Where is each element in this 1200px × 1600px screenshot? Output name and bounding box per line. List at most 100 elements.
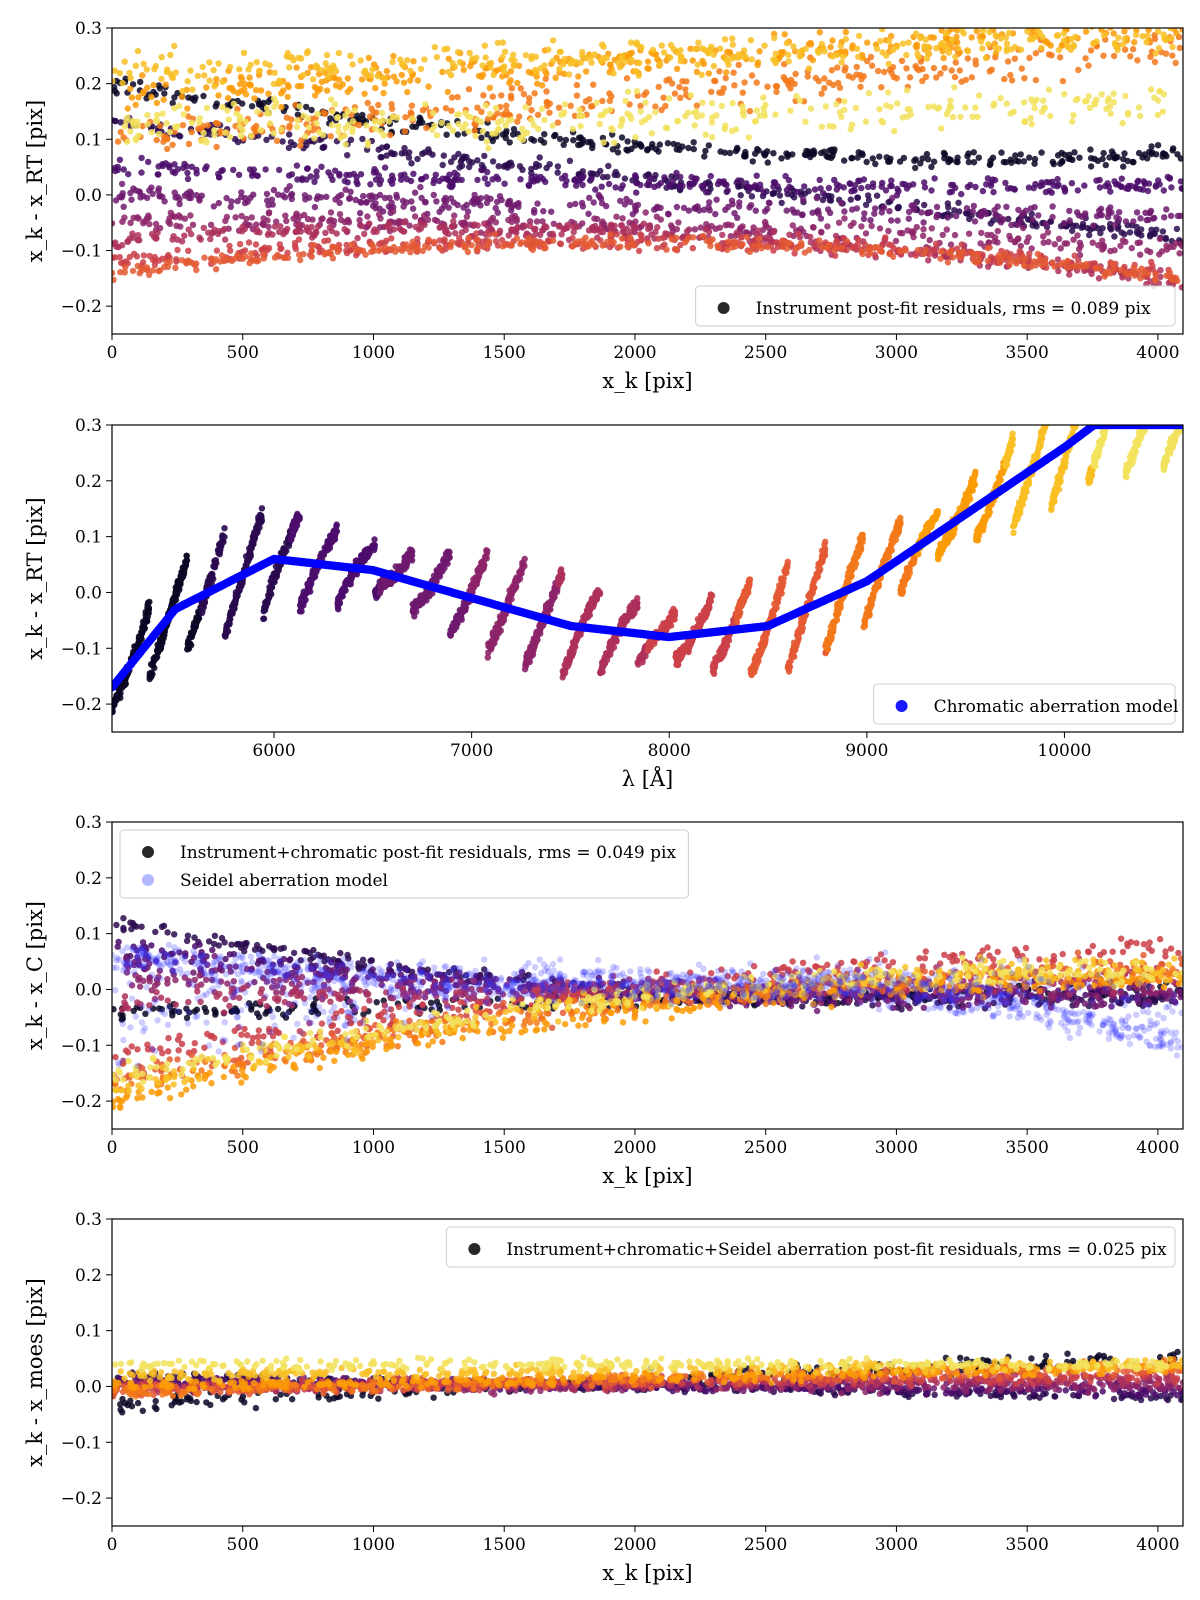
data-point	[507, 92, 515, 99]
data-point	[839, 53, 847, 60]
data-point	[645, 65, 652, 72]
data-point	[478, 134, 485, 141]
data-point	[821, 75, 828, 82]
data-point	[979, 45, 986, 52]
data-point	[562, 136, 570, 144]
data-point	[772, 111, 779, 118]
data-point	[579, 203, 587, 210]
data-point	[952, 53, 959, 61]
data-point	[621, 175, 629, 182]
data-point	[508, 218, 515, 226]
data-point	[1167, 243, 1174, 251]
data-point	[655, 235, 662, 242]
data-point	[893, 75, 900, 82]
data-point	[1028, 121, 1035, 128]
data-point	[832, 244, 840, 251]
data-point	[1075, 257, 1082, 264]
data-point	[347, 136, 355, 143]
data-point	[1165, 272, 1173, 280]
data-point	[940, 54, 947, 62]
data-point	[515, 203, 522, 210]
data-point	[873, 192, 881, 199]
data-point	[787, 76, 795, 84]
data-point	[1118, 175, 1126, 182]
data-point	[224, 107, 231, 114]
data-point	[868, 62, 876, 69]
data-point	[863, 158, 870, 166]
data-point	[132, 187, 139, 194]
data-point	[707, 242, 714, 250]
data-point	[437, 245, 444, 252]
data-point	[645, 240, 652, 247]
data-point	[514, 79, 521, 87]
data-point	[117, 269, 124, 276]
data-point	[227, 247, 234, 254]
data-point	[705, 50, 712, 57]
data-point	[1002, 179, 1009, 187]
data-point	[1025, 184, 1033, 191]
data-point	[320, 109, 327, 116]
data-point	[597, 112, 604, 119]
data-point	[1160, 31, 1167, 38]
data-point	[623, 146, 630, 153]
data-point	[1144, 32, 1151, 39]
data-point	[534, 80, 541, 87]
data-point	[733, 229, 740, 236]
data-point	[205, 229, 212, 236]
data-point	[1176, 44, 1183, 52]
data-point	[1031, 160, 1038, 167]
data-point	[648, 130, 656, 137]
data-point	[658, 106, 665, 114]
data-point	[1004, 185, 1012, 192]
data-point	[1066, 207, 1073, 215]
data-point	[403, 241, 410, 248]
data-point	[567, 60, 574, 67]
data-point	[464, 208, 472, 215]
data-point	[802, 45, 809, 52]
data-point	[1102, 161, 1110, 169]
data-point	[409, 205, 417, 212]
data-point	[1045, 238, 1052, 246]
data-point	[676, 146, 683, 153]
data-point	[723, 69, 730, 76]
data-point	[299, 72, 307, 79]
data-point	[372, 125, 379, 132]
data-point	[604, 173, 611, 181]
data-point	[878, 209, 885, 216]
data-point	[617, 197, 624, 205]
data-point	[592, 186, 599, 193]
data-point	[984, 245, 992, 252]
data-point	[903, 51, 910, 59]
data-point	[1049, 213, 1056, 221]
data-point	[762, 234, 769, 241]
data-point	[311, 203, 319, 211]
data-point	[184, 105, 191, 112]
data-point	[964, 183, 971, 191]
data-point	[1038, 261, 1046, 269]
data-point	[858, 184, 865, 192]
data-point	[773, 83, 781, 90]
data-point	[362, 251, 369, 258]
data-point	[914, 246, 922, 254]
data-point	[298, 82, 305, 90]
data-point	[337, 134, 344, 141]
data-point	[603, 54, 610, 62]
data-point	[454, 131, 461, 138]
data-point	[489, 93, 496, 100]
data-point	[977, 240, 984, 247]
data-point	[215, 199, 222, 207]
data-point	[472, 121, 479, 129]
data-point	[645, 222, 653, 229]
data-point	[404, 57, 411, 64]
data-point	[884, 89, 892, 96]
data-point	[1074, 232, 1081, 239]
data-point	[211, 127, 218, 134]
data-point	[1021, 262, 1029, 270]
data-point	[323, 51, 331, 59]
data-point	[776, 192, 784, 199]
data-point	[389, 58, 396, 65]
data-point	[590, 199, 597, 206]
data-point	[516, 134, 524, 142]
data-point	[748, 56, 755, 63]
data-point	[624, 243, 631, 250]
